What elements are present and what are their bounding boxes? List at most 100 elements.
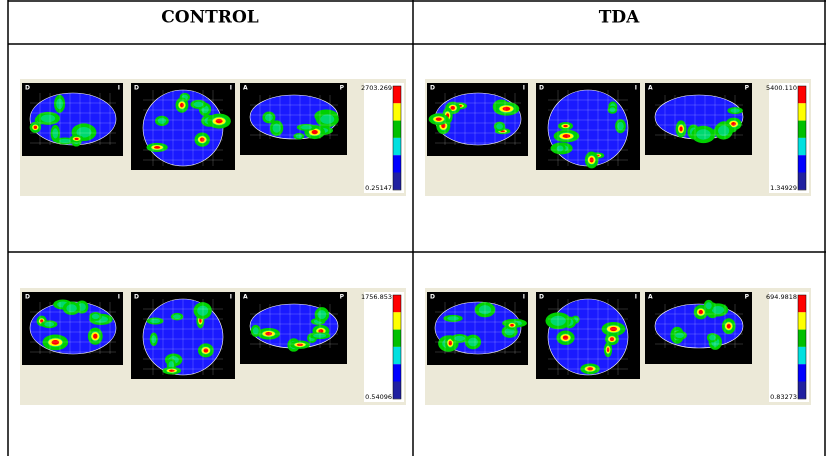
activation: [150, 319, 160, 323]
activation: [696, 129, 710, 139]
activation: [93, 334, 97, 339]
activation: [617, 122, 623, 130]
activation: [510, 324, 514, 327]
activation: [158, 118, 166, 124]
activation: [197, 306, 208, 316]
orientation-label: P: [745, 294, 750, 301]
orientation-label: A: [648, 85, 653, 92]
activation: [194, 102, 204, 108]
activation: [253, 327, 259, 334]
figure-table: CONTROL TDA DIDIAP2703.2690.25147DIDIAP5…: [0, 0, 826, 456]
color-scale: [393, 347, 401, 364]
color-scale: [393, 330, 401, 347]
brain-view: DI: [427, 83, 528, 156]
color-scale: [798, 330, 806, 347]
activation: [706, 302, 712, 309]
orientation-label: I: [230, 85, 232, 92]
column-header: TDA: [599, 8, 640, 28]
activation: [41, 114, 55, 122]
orientation-label: D: [25, 85, 30, 92]
color-scale: [393, 312, 401, 329]
activation: [51, 340, 59, 345]
orientation-label: I: [635, 85, 637, 92]
brain-panel: DIDIAP5400.1101.34929: [425, 79, 811, 196]
activation: [173, 314, 180, 318]
activation: [320, 114, 334, 124]
brain-view: DI: [131, 292, 235, 379]
orientation-label: A: [243, 85, 248, 92]
color-scale: [798, 382, 806, 399]
activation: [75, 138, 79, 140]
activation: [675, 333, 684, 338]
activation: [712, 306, 724, 314]
page: CONTROL TDA DIDIAP2703.2690.25147DIDIAP5…: [0, 0, 826, 456]
scale-max: 2703.269: [361, 84, 392, 92]
activation: [709, 335, 716, 341]
scale-min: 1.34929: [770, 184, 797, 192]
color-scale: [393, 295, 401, 312]
activation: [718, 126, 729, 137]
activation: [52, 128, 58, 138]
brain-view: DI: [131, 83, 235, 170]
color-scale: [798, 312, 806, 329]
orientation-label: D: [134, 85, 139, 92]
orientation-label: I: [523, 85, 525, 92]
activation: [727, 324, 731, 329]
activation: [449, 341, 452, 346]
activation: [610, 107, 616, 112]
color-scale: [393, 121, 401, 138]
activation: [216, 119, 223, 123]
scale-min: 0.83273: [770, 393, 797, 401]
activation: [563, 125, 568, 127]
color-scale: [393, 138, 401, 155]
orientation-label: P: [340, 85, 345, 92]
orientation-label: P: [340, 294, 345, 301]
color-scale: [798, 173, 806, 190]
activation: [66, 304, 76, 312]
activation: [318, 310, 327, 319]
orientation-label: I: [118, 294, 120, 301]
orientation-label: A: [243, 294, 248, 301]
orientation-label: D: [539, 85, 544, 92]
activation: [313, 334, 326, 338]
activation: [679, 126, 682, 131]
activation: [563, 134, 571, 138]
activation: [169, 370, 175, 372]
activation: [151, 335, 156, 343]
activation: [451, 106, 455, 110]
activation: [34, 126, 37, 129]
activation: [312, 130, 318, 134]
scale-max: 5400.110: [766, 84, 797, 92]
scale-max: 1756.853: [361, 293, 392, 301]
orientation-label: D: [25, 294, 30, 301]
activation: [318, 329, 323, 333]
activation: [44, 322, 54, 327]
orientation-label: D: [134, 294, 139, 301]
orientation-label: I: [118, 85, 120, 92]
color-scale: [798, 364, 806, 381]
color-scale: [798, 138, 806, 155]
activation: [454, 336, 464, 341]
color-scale: [393, 173, 401, 190]
orientation-label: D: [539, 294, 544, 301]
orientation-label: P: [745, 85, 750, 92]
orientation-label: I: [230, 294, 232, 301]
color-scale: [393, 382, 401, 399]
activation: [301, 125, 313, 129]
orientation-label: I: [523, 294, 525, 301]
activation: [496, 124, 503, 130]
activation: [265, 332, 272, 335]
color-scale: [393, 103, 401, 120]
color-scale: [798, 347, 806, 364]
color-scale: [393, 86, 401, 103]
column-header: CONTROL: [161, 8, 258, 28]
